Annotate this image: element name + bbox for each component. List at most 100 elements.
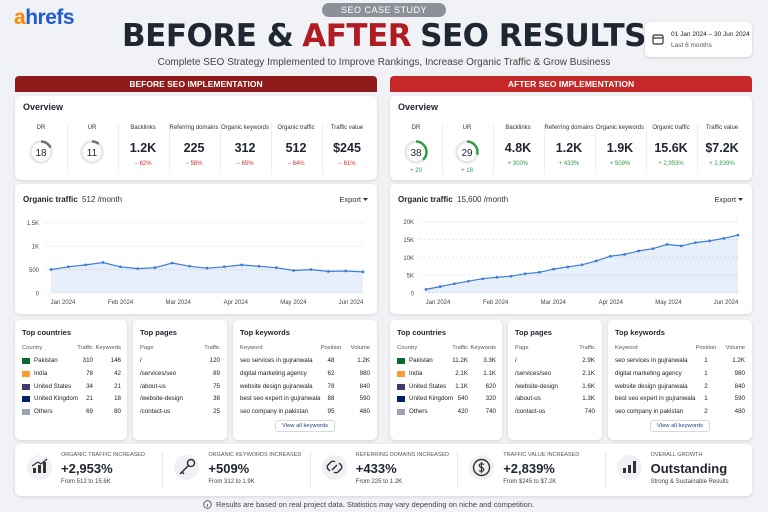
summary-label: ORGANIC TRAFFIC INCREASED bbox=[61, 452, 145, 458]
title-accent: AFTER bbox=[302, 18, 412, 54]
point bbox=[452, 282, 456, 286]
table-cell: 1.2K bbox=[357, 357, 370, 364]
date-picker[interactable]: 01 Jan 2024 – 30 Jun 2024 Last 6 months bbox=[645, 22, 752, 57]
y-tick-label: 10K bbox=[403, 256, 414, 262]
divider bbox=[162, 452, 164, 488]
point bbox=[566, 265, 570, 269]
table-cell: 38 bbox=[213, 395, 220, 403]
info-circle bbox=[203, 500, 212, 509]
point bbox=[665, 243, 669, 246]
table-card: Top keywords Keyword Position Volume seo ser… bbox=[608, 320, 752, 440]
export-button[interactable]: Export bbox=[339, 195, 361, 204]
table-cell: seo services in gujranwala bbox=[615, 357, 688, 364]
divider bbox=[322, 124, 323, 174]
column-header: Keywords bbox=[470, 345, 496, 351]
table-cell: 88 bbox=[327, 395, 335, 403]
summary-value: +2,839% bbox=[503, 461, 555, 476]
metric-label: Organic keywords bbox=[595, 125, 645, 131]
icon-bar bbox=[43, 462, 46, 473]
metric-label: Referring domains bbox=[544, 125, 594, 131]
table-cell: 2.9K bbox=[582, 357, 595, 364]
table-cell: 480 bbox=[734, 408, 745, 416]
table-cell: /website-design bbox=[515, 382, 558, 390]
table-cell: 620 bbox=[485, 382, 496, 390]
table-title: Top countries bbox=[397, 328, 447, 337]
flag-fill bbox=[397, 409, 405, 416]
overview-card: Overview DR 18 UR 11 Backlinks 1.2K − 62% Referr… bbox=[15, 96, 377, 180]
metric-label: Traffic value bbox=[705, 125, 739, 131]
metric-value: 4.8K bbox=[504, 141, 532, 155]
table-cell: 21 bbox=[114, 382, 121, 390]
table-cell: 1 bbox=[704, 395, 708, 403]
table-cell: seo company in pakistan bbox=[240, 408, 309, 416]
divider bbox=[220, 124, 221, 174]
view-all-button[interactable]: View all keywords bbox=[275, 420, 335, 432]
table-cell: /services/seo bbox=[515, 369, 552, 377]
divider bbox=[697, 124, 698, 174]
table-cell: 980 bbox=[734, 369, 745, 377]
table-cell: 48 bbox=[327, 357, 335, 364]
table-cell: 21 bbox=[86, 395, 93, 403]
point bbox=[222, 265, 226, 269]
column-header: Position bbox=[695, 345, 717, 351]
export-caret bbox=[363, 198, 368, 201]
metric-value: $7.2K bbox=[705, 141, 739, 155]
point bbox=[708, 239, 712, 243]
table-cell: 590 bbox=[734, 395, 745, 403]
point bbox=[240, 263, 244, 267]
summary-label: ORGANIC KEYWORDS INCREASED bbox=[208, 452, 302, 458]
flag-fill bbox=[22, 396, 30, 403]
point bbox=[651, 247, 655, 251]
divider bbox=[169, 124, 170, 174]
summary-value: +433% bbox=[355, 461, 397, 476]
table-cell: United States bbox=[34, 382, 72, 390]
table-cell: /contact-us bbox=[515, 408, 546, 416]
point bbox=[118, 265, 122, 269]
summary-icon bbox=[616, 455, 642, 480]
table-cell: 980 bbox=[359, 369, 370, 377]
point bbox=[509, 274, 513, 278]
table-cell: 1.3K bbox=[582, 395, 595, 403]
summary-value: +2,953% bbox=[61, 461, 113, 476]
chart-title: Organic traffic bbox=[23, 195, 78, 204]
column-header: Keyword bbox=[615, 345, 638, 351]
table-cell: 1.2K bbox=[732, 357, 745, 364]
point bbox=[722, 236, 726, 240]
table-cell: /contact-us bbox=[140, 408, 171, 416]
point bbox=[580, 263, 584, 267]
summary-icon bbox=[27, 455, 52, 480]
gauge: 11 bbox=[80, 140, 104, 164]
column-header: Volume bbox=[350, 345, 370, 351]
flag-fill bbox=[397, 370, 405, 377]
table-cell: 310 bbox=[82, 357, 93, 364]
icon-dollar bbox=[478, 462, 485, 473]
metric-value: 512 bbox=[285, 141, 307, 155]
point bbox=[101, 261, 105, 264]
flag bbox=[22, 383, 30, 390]
gauge-value: 11 bbox=[87, 148, 98, 159]
view-all-button[interactable]: View all keywords bbox=[650, 420, 710, 432]
table-cell: 25 bbox=[213, 408, 220, 416]
logo-text: hrefs bbox=[25, 6, 75, 29]
icon-coin bbox=[472, 458, 491, 477]
summary-icon bbox=[321, 455, 347, 480]
table-cell: 1.1K bbox=[483, 369, 496, 377]
column-header: Traffic bbox=[204, 345, 220, 351]
flag-fill bbox=[397, 358, 405, 364]
x-tick-label: Mar 2024 bbox=[166, 300, 192, 306]
table-cell: United Kingdom bbox=[409, 395, 454, 403]
y-tick-label: 500 bbox=[29, 268, 40, 274]
point bbox=[153, 266, 157, 270]
x-tick-label: May 2024 bbox=[655, 300, 682, 306]
x-tick-label: Mar 2024 bbox=[541, 300, 567, 306]
gauge-arc bbox=[29, 140, 53, 164]
flag-fill bbox=[22, 358, 30, 364]
metric-change: + 2,953% bbox=[658, 161, 684, 167]
divider bbox=[604, 452, 606, 488]
export-button[interactable]: Export bbox=[714, 195, 736, 204]
flag-fill bbox=[22, 370, 30, 377]
divider bbox=[442, 124, 443, 174]
chart-card: Organic traffic 15,600 /month Export 0 5K 10K… bbox=[390, 184, 752, 314]
table-cell: digital marketing agency bbox=[615, 369, 682, 377]
